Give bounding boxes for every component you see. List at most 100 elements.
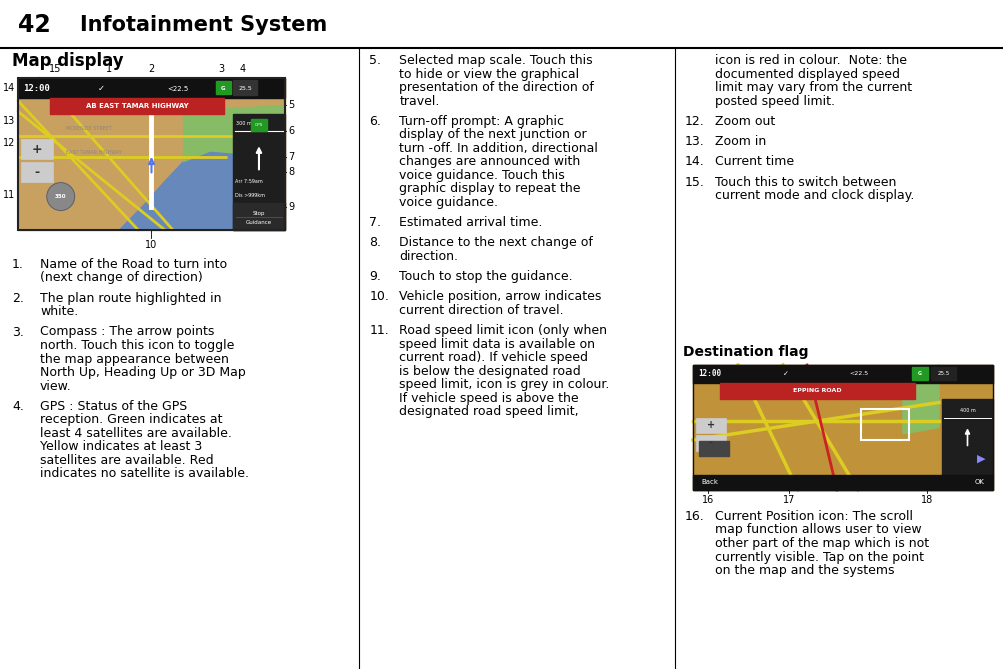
Text: 15.: 15. bbox=[684, 176, 704, 189]
Bar bbox=[719, 383, 914, 399]
Text: 6.: 6. bbox=[369, 115, 381, 128]
Text: (next change of direction): (next change of direction) bbox=[40, 272, 203, 284]
Bar bbox=[698, 441, 728, 456]
Text: Arr 7:59am: Arr 7:59am bbox=[235, 179, 263, 184]
Text: designated road speed limit,: designated road speed limit, bbox=[399, 405, 579, 418]
Text: Guidance: Guidance bbox=[246, 220, 272, 225]
Text: current direction of travel.: current direction of travel. bbox=[399, 304, 564, 317]
Text: 6: 6 bbox=[288, 126, 294, 136]
Text: speed limit data is available on: speed limit data is available on bbox=[399, 338, 595, 351]
Text: 9.: 9. bbox=[369, 270, 381, 283]
Text: Selected map scale. Touch this: Selected map scale. Touch this bbox=[399, 54, 593, 67]
Text: 12:00: 12:00 bbox=[697, 369, 720, 378]
Text: 2: 2 bbox=[148, 64, 154, 74]
Text: 15: 15 bbox=[49, 64, 61, 74]
Text: 3.: 3. bbox=[12, 326, 24, 339]
Text: documented displayed speed: documented displayed speed bbox=[714, 68, 899, 81]
Circle shape bbox=[47, 183, 74, 211]
Bar bbox=[692, 365, 992, 490]
Text: 350: 350 bbox=[55, 194, 66, 199]
Text: 25.5: 25.5 bbox=[937, 371, 949, 376]
Text: 16.: 16. bbox=[684, 510, 704, 523]
Text: 5.: 5. bbox=[369, 54, 381, 67]
Text: 12: 12 bbox=[3, 138, 15, 149]
Text: 4: 4 bbox=[239, 64, 245, 74]
Text: current mode and clock display.: current mode and clock display. bbox=[714, 189, 913, 202]
Text: 1.: 1. bbox=[12, 258, 24, 271]
Text: ✓: ✓ bbox=[782, 371, 788, 377]
Bar bbox=[941, 399, 992, 475]
Bar bbox=[50, 98, 224, 114]
Text: -: - bbox=[34, 166, 39, 179]
Text: graphic display to repeat the: graphic display to repeat the bbox=[399, 183, 581, 195]
Text: Road speed limit icon (only when: Road speed limit icon (only when bbox=[399, 324, 607, 337]
Text: 11: 11 bbox=[3, 190, 15, 200]
Text: view.: view. bbox=[40, 379, 71, 393]
Text: Estimated arrival time.: Estimated arrival time. bbox=[399, 216, 543, 229]
Text: 13.: 13. bbox=[684, 135, 704, 148]
Text: The plan route highlighted in: The plan route highlighted in bbox=[40, 292, 222, 305]
Text: currently visible. Tap on the point: currently visible. Tap on the point bbox=[714, 551, 923, 563]
Text: Touch to stop the guidance.: Touch to stop the guidance. bbox=[399, 270, 573, 283]
Text: +: + bbox=[32, 142, 42, 156]
Text: Back: Back bbox=[700, 480, 717, 486]
Text: limit may vary from the current: limit may vary from the current bbox=[714, 81, 911, 94]
Text: Vehicle position, arrow indicates: Vehicle position, arrow indicates bbox=[399, 290, 601, 304]
Text: 400 m: 400 m bbox=[959, 408, 974, 413]
Text: 8: 8 bbox=[288, 167, 294, 177]
Text: GPS: GPS bbox=[255, 123, 263, 127]
Polygon shape bbox=[902, 365, 938, 434]
Text: OK: OK bbox=[974, 480, 984, 486]
Text: 12.: 12. bbox=[684, 115, 704, 128]
Text: voice guidance.: voice guidance. bbox=[399, 196, 497, 209]
Text: 5: 5 bbox=[288, 100, 294, 110]
Text: display of the next junction or: display of the next junction or bbox=[399, 128, 587, 141]
Bar bbox=[21, 163, 53, 182]
Text: least 4 satellites are available.: least 4 satellites are available. bbox=[40, 427, 232, 440]
Text: changes are announced with: changes are announced with bbox=[399, 155, 580, 169]
Text: 16: 16 bbox=[701, 495, 713, 505]
Text: voice guidance. Touch this: voice guidance. Touch this bbox=[399, 169, 565, 182]
Text: Turn-off prompt: A graphic: Turn-off prompt: A graphic bbox=[399, 115, 564, 128]
Text: speed limit, icon is grey in colour.: speed limit, icon is grey in colour. bbox=[399, 378, 609, 391]
Text: Zoom in: Zoom in bbox=[714, 135, 765, 148]
Bar bbox=[692, 365, 992, 490]
Text: North Up, Heading Up or 3D Map: North Up, Heading Up or 3D Map bbox=[40, 366, 246, 379]
Text: 7.: 7. bbox=[369, 216, 381, 229]
Text: MCKENZIE STREET: MCKENZIE STREET bbox=[66, 126, 112, 130]
Text: turn -off. In addition, directional: turn -off. In addition, directional bbox=[399, 142, 598, 155]
Text: 8.: 8. bbox=[369, 236, 381, 250]
Text: 11.: 11. bbox=[369, 324, 389, 337]
Text: Compass : The arrow points: Compass : The arrow points bbox=[40, 326, 215, 339]
Text: north. Touch this icon to toggle: north. Touch this icon to toggle bbox=[40, 339, 234, 352]
Text: on the map and the systems: on the map and the systems bbox=[714, 564, 894, 577]
Text: Zoom out: Zoom out bbox=[714, 115, 774, 128]
Text: Destination flag: Destination flag bbox=[682, 345, 807, 359]
Text: is below the designated road: is below the designated road bbox=[399, 365, 581, 378]
Text: GPS : Status of the GPS: GPS : Status of the GPS bbox=[40, 400, 188, 413]
Bar bbox=[233, 203, 285, 230]
Text: 4.: 4. bbox=[12, 400, 24, 413]
Text: 3: 3 bbox=[218, 64, 224, 74]
Text: <22.5: <22.5 bbox=[849, 371, 868, 376]
Text: Distance to the next change of: Distance to the next change of bbox=[399, 236, 593, 250]
Text: Stop: Stop bbox=[253, 211, 265, 216]
Bar bbox=[930, 367, 956, 380]
Text: 9: 9 bbox=[288, 202, 294, 212]
Text: Name of the Road to turn into: Name of the Road to turn into bbox=[40, 258, 227, 271]
Polygon shape bbox=[119, 151, 285, 230]
Text: travel.: travel. bbox=[399, 95, 439, 108]
Text: current road). If vehicle speed: current road). If vehicle speed bbox=[399, 351, 588, 364]
Bar bbox=[18, 78, 285, 98]
Text: Yellow indicates at least 3: Yellow indicates at least 3 bbox=[40, 440, 202, 454]
Text: 2.: 2. bbox=[12, 292, 24, 305]
Text: Current time: Current time bbox=[714, 155, 793, 169]
Text: to hide or view the graphical: to hide or view the graphical bbox=[399, 68, 579, 81]
Text: EAST TAMAR HIGHWAY: EAST TAMAR HIGHWAY bbox=[66, 150, 122, 155]
Text: 25.5: 25.5 bbox=[238, 86, 252, 92]
Text: Touch this to switch between: Touch this to switch between bbox=[714, 176, 895, 189]
Text: 14: 14 bbox=[3, 83, 15, 93]
Bar bbox=[692, 365, 992, 383]
Text: 42: 42 bbox=[18, 13, 51, 37]
Polygon shape bbox=[184, 105, 285, 162]
